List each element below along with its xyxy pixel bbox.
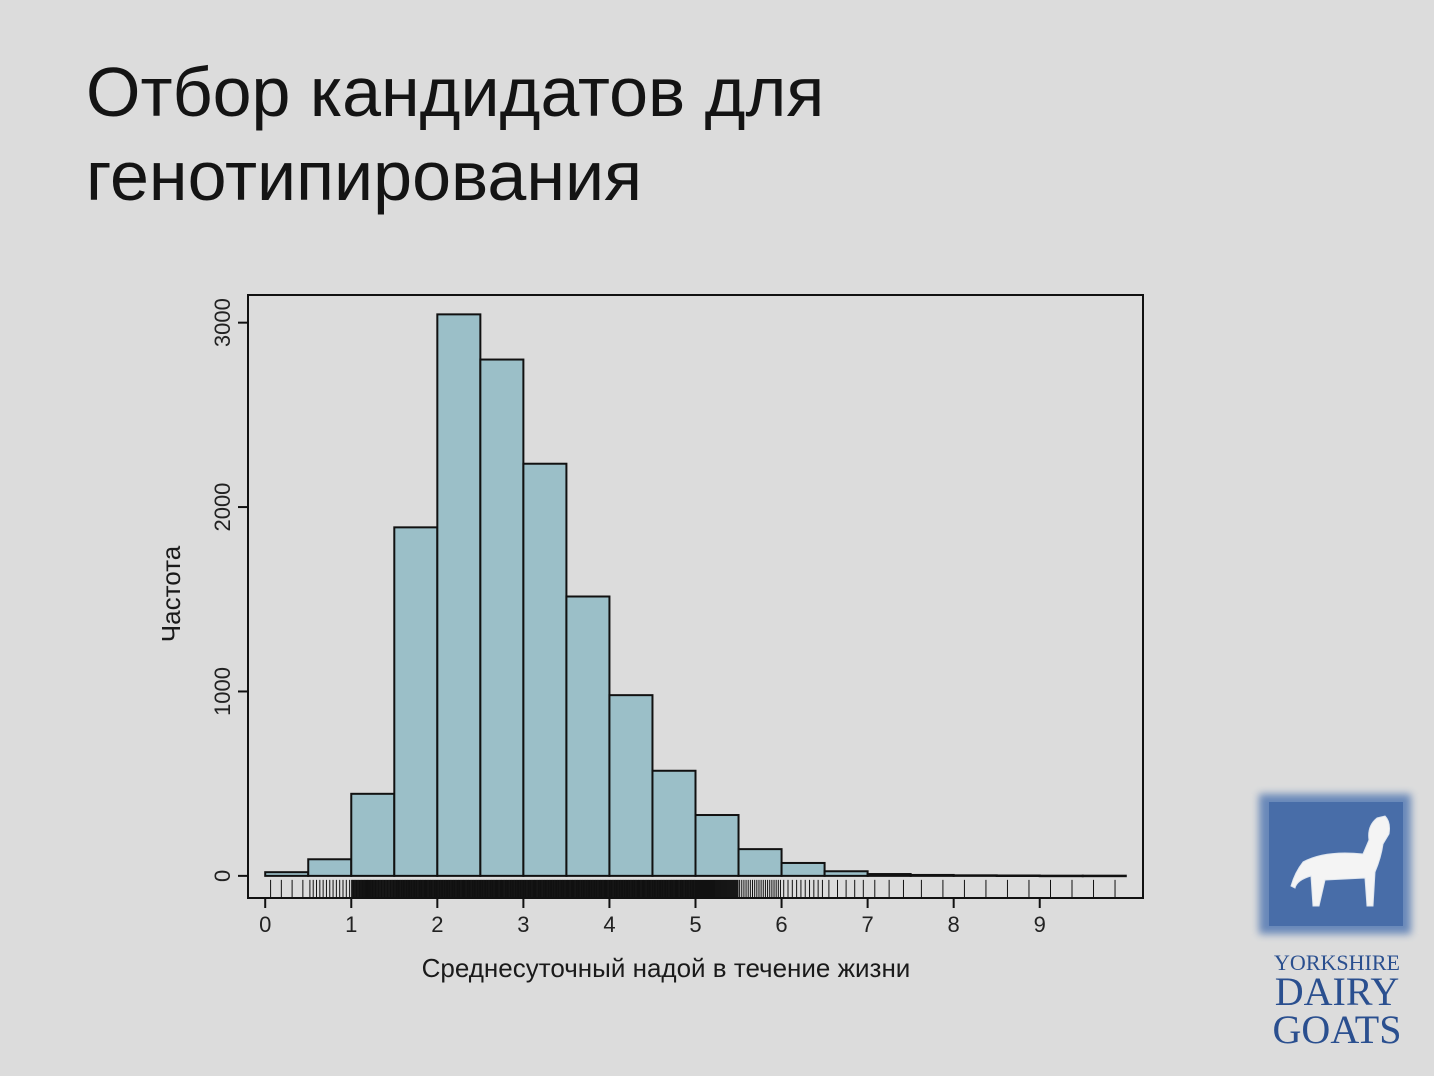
histogram-bar [565, 595, 611, 877]
slide-title: Отбор кандидатов для генотипирования [86, 50, 1086, 218]
histogram-bar [307, 858, 353, 877]
y-tick-label: 2000 [210, 483, 235, 532]
goat-icon [1259, 794, 1411, 934]
histogram-bar [393, 526, 439, 877]
y-tick-label: 3000 [210, 298, 235, 347]
x-tick-label: 9 [1034, 912, 1046, 937]
histogram-bar [651, 769, 697, 877]
histogram-bar [995, 874, 1041, 878]
y-tick-label: 0 [210, 870, 235, 882]
histogram-bar [522, 462, 568, 877]
histogram-bar [866, 873, 912, 877]
x-tick-label: 7 [861, 912, 873, 937]
x-tick-label: 6 [775, 912, 787, 937]
histogram-bar [608, 694, 654, 877]
histogram-bar [694, 814, 740, 877]
slide-title-line-2: генотипирования [86, 137, 643, 215]
histogram-bar [350, 792, 396, 877]
x-tick-label: 2 [431, 912, 443, 937]
histogram-bars [264, 313, 1127, 878]
histogram-bar [479, 358, 525, 877]
x-tick-label: 0 [259, 912, 271, 937]
y-tick-label: 1000 [210, 667, 235, 716]
histogram-bar [952, 874, 998, 877]
x-axis-title: Среднесуточный надой в течение жизни [422, 953, 911, 983]
x-tick-label: 8 [948, 912, 960, 937]
x-axis: 0 1 2 3 4 5 6 7 8 9 [259, 897, 1046, 937]
x-tick-label: 3 [517, 912, 529, 937]
histogram-bar [436, 313, 482, 877]
y-axis: 0 1000 2000 3000 [210, 298, 249, 882]
logo-text-line-3: GOATS [1272, 1007, 1402, 1052]
x-tick-label: 4 [603, 912, 615, 937]
yorkshire-dairy-goats-logo [1245, 780, 1425, 1060]
logo-text-line-1: YORKSHIRE [1274, 950, 1400, 975]
histogram-bar [780, 861, 826, 877]
x-tick-label: 1 [345, 912, 357, 937]
slide-title-line-1: Отбор кандидатов для [86, 53, 825, 131]
histogram-bar [737, 848, 783, 877]
histogram-bar [823, 870, 869, 877]
histogram-bar [909, 873, 955, 877]
x-tick-label: 5 [689, 912, 701, 937]
histogram-bar [264, 871, 310, 877]
y-axis-title: Частота [156, 545, 186, 642]
rug-plot [270, 879, 1116, 898]
histogram-bar [1081, 874, 1127, 878]
histogram-bar [1038, 874, 1084, 878]
logo-text-line-2: DAIRY [1274, 969, 1400, 1014]
